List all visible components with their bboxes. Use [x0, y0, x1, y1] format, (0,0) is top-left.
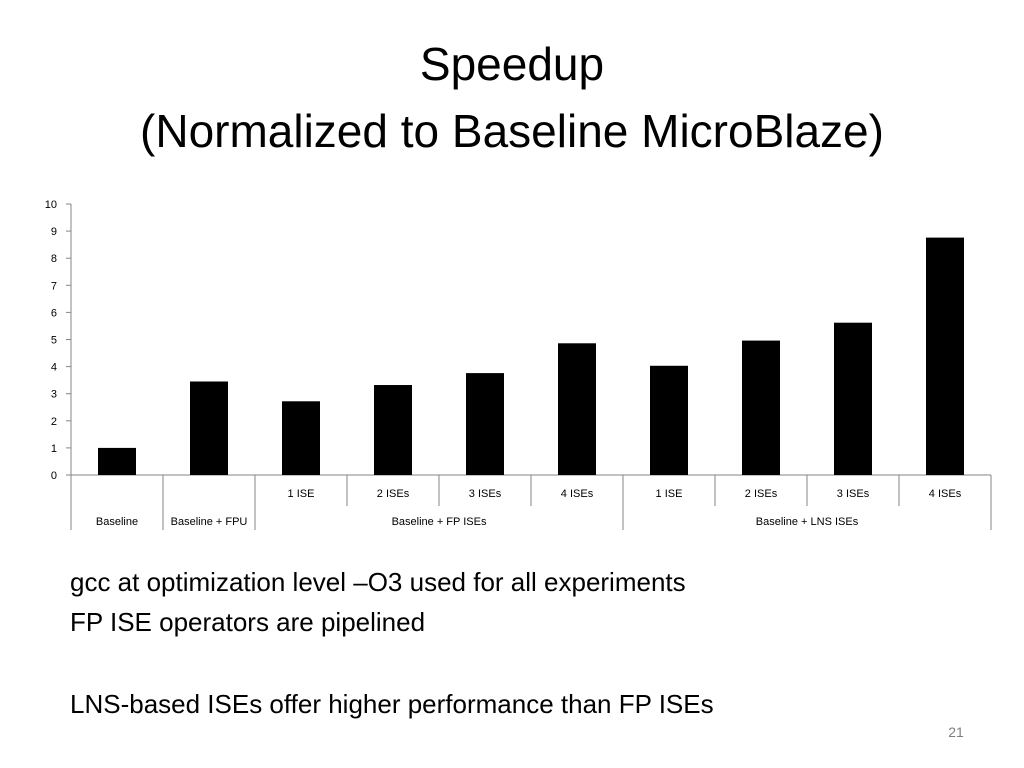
bar — [282, 401, 320, 475]
y-tick-label: 10 — [45, 199, 57, 211]
y-tick-label: 8 — [51, 253, 57, 265]
x-category-label: 4 ISEs — [929, 488, 962, 500]
slide-title-line-1: Speedup — [419, 38, 605, 90]
slide-title-line-2: (Normalized to Baseline MicroBlaze) — [140, 105, 884, 157]
x-category-label: 2 ISEs — [377, 488, 410, 500]
x-category-label: 1 ISE — [656, 488, 683, 500]
y-tick-label: 3 — [51, 389, 57, 401]
bullet-lns-conclusion: LNS-based ISEs offer higher performance … — [70, 689, 714, 719]
y-tick-label: 0 — [51, 470, 57, 482]
y-tick-label: 4 — [51, 362, 57, 374]
speedup-bar-chart: 0 1 2 3 4 5 6 7 8 9 10 1 ISE 2 ISEs 3 ISEs 4 ISEs 1 ISE… — [45, 199, 992, 530]
bar — [834, 322, 872, 475]
y-tick-label: 7 — [51, 280, 57, 292]
x-group-label: Baseline — [96, 516, 138, 528]
x-category-label: 4 ISEs — [561, 488, 594, 500]
y-tick-label: 6 — [51, 307, 57, 319]
x-category-label: 3 ISEs — [837, 488, 870, 500]
bar — [926, 237, 964, 475]
bullet-pipeline-note: FP ISE operators are pipelined — [70, 607, 426, 637]
bar — [98, 447, 136, 475]
x-group-label: Baseline + LNS ISEs — [756, 516, 859, 528]
y-tick-label: 1 — [51, 443, 57, 455]
bar — [742, 340, 780, 475]
bar — [466, 373, 504, 475]
x-group-label: Baseline + FP ISEs — [392, 516, 487, 528]
x-category-label: 3 ISEs — [469, 488, 502, 500]
bar — [558, 343, 596, 475]
page-number: 21 — [948, 724, 964, 740]
x-category-label: 1 ISE — [288, 488, 315, 500]
x-category-label: 2 ISEs — [745, 488, 778, 500]
bar — [374, 385, 412, 475]
bar — [650, 365, 688, 475]
y-tick-label: 2 — [51, 416, 57, 428]
y-tick-label: 9 — [51, 226, 57, 238]
bar — [190, 381, 228, 475]
bullet-compiler-note: gcc at optimization level –O3 used for a… — [70, 567, 686, 597]
x-group-label: Baseline + FPU — [171, 516, 248, 528]
y-tick-label: 5 — [51, 335, 57, 347]
